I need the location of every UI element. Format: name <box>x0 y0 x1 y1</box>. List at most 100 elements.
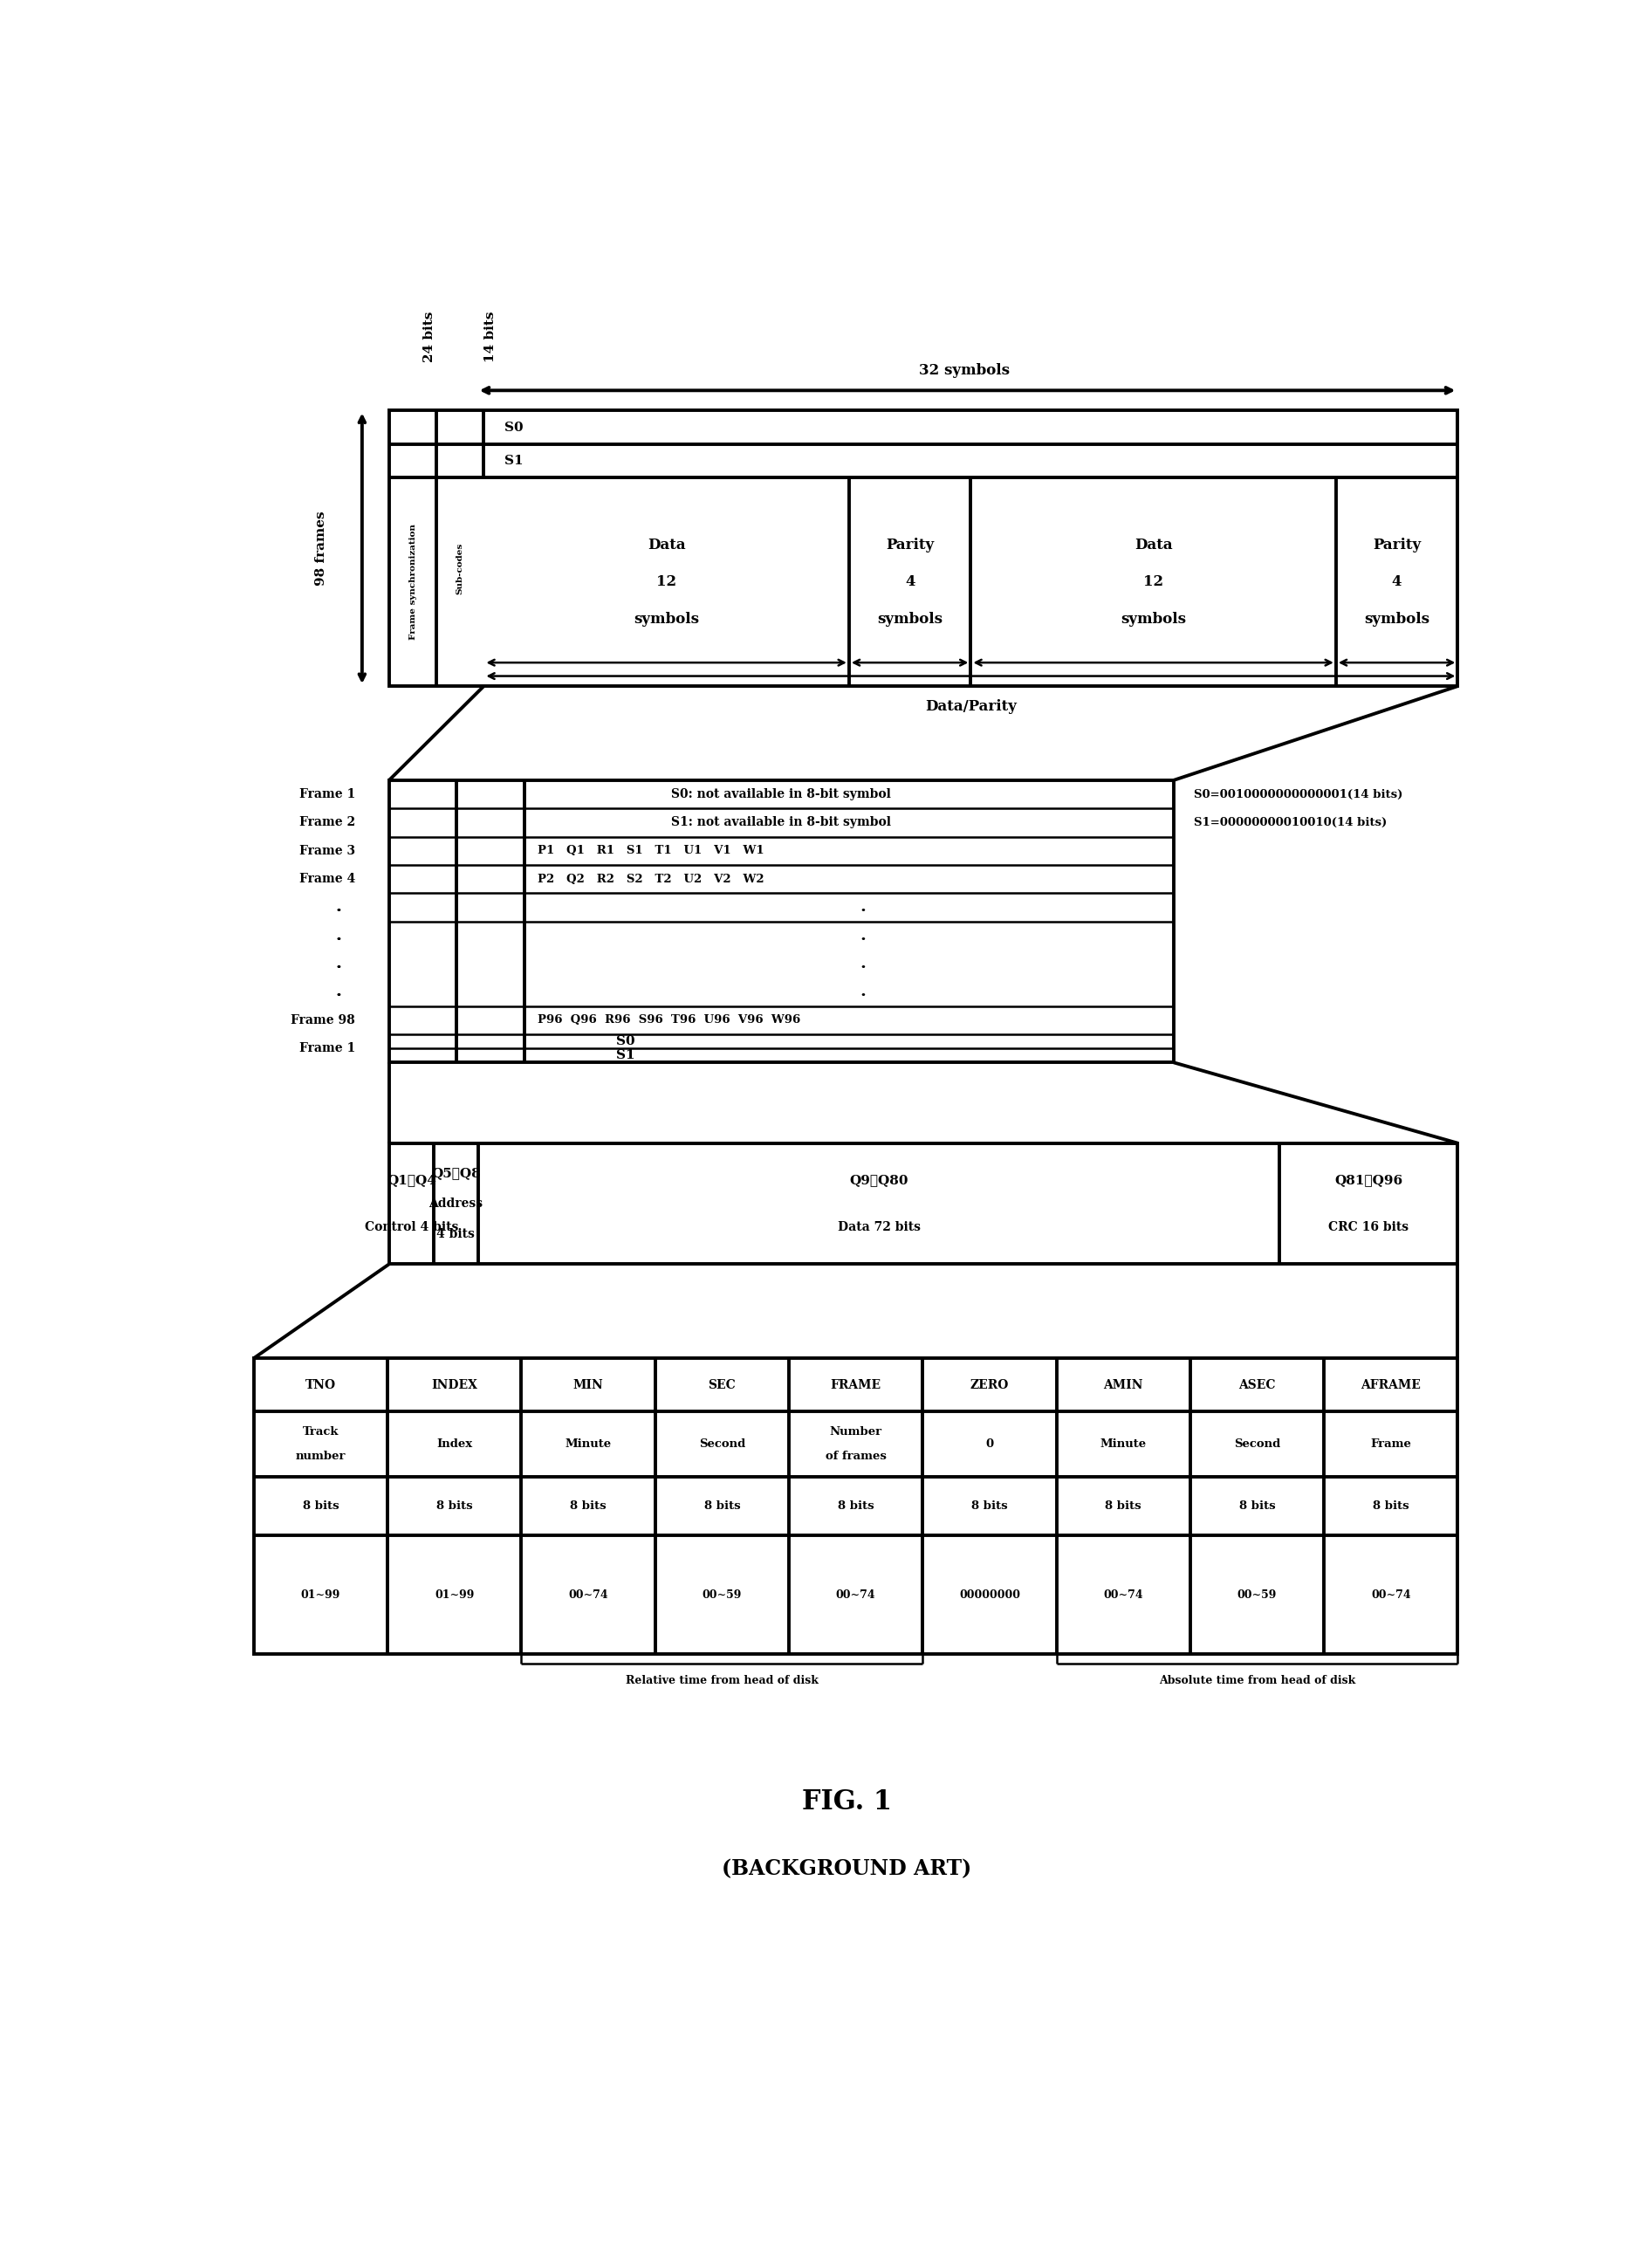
Text: .: . <box>335 900 342 916</box>
Text: 0: 0 <box>986 1438 993 1450</box>
Text: AFRAME: AFRAME <box>1361 1378 1421 1391</box>
Text: 8 bits: 8 bits <box>436 1501 472 1513</box>
Text: 8 bits: 8 bits <box>1105 1501 1142 1513</box>
Text: Control 4 bits: Control 4 bits <box>365 1220 458 1234</box>
Bar <box>390 1144 1457 1265</box>
Text: number: number <box>296 1450 345 1461</box>
Bar <box>254 1357 1457 1654</box>
Text: Sub-codes: Sub-codes <box>456 542 464 594</box>
Text: .: . <box>335 957 342 972</box>
Text: Data: Data <box>1135 538 1173 551</box>
Text: 32 symbols: 32 symbols <box>919 362 1009 378</box>
Text: symbols: symbols <box>877 612 943 626</box>
Text: 24 bits: 24 bits <box>423 311 436 362</box>
Text: 01~99: 01~99 <box>434 1589 474 1600</box>
Text: of frames: of frames <box>826 1450 885 1461</box>
Text: Frame 4: Frame 4 <box>299 873 355 885</box>
Text: 4: 4 <box>905 574 915 590</box>
Text: Track: Track <box>302 1427 339 1438</box>
Text: 98 frames: 98 frames <box>316 511 327 585</box>
Text: 8 bits: 8 bits <box>302 1501 339 1513</box>
Text: .: . <box>859 927 866 943</box>
Text: 00~74: 00~74 <box>1104 1589 1143 1600</box>
Text: Parity: Parity <box>885 538 933 551</box>
Text: Minute: Minute <box>1100 1438 1146 1450</box>
Text: 8 bits: 8 bits <box>971 1501 1008 1513</box>
Text: FIG. 1: FIG. 1 <box>801 1787 892 1814</box>
Text: 00~59: 00~59 <box>1237 1589 1277 1600</box>
Text: S0=0010000000000001(14 bits): S0=0010000000000001(14 bits) <box>1194 788 1403 799</box>
Text: ZERO: ZERO <box>970 1378 1009 1391</box>
Text: 4: 4 <box>1393 574 1403 590</box>
Text: .: . <box>335 900 342 916</box>
Text: P96  Q96  R96  S96  T96  U96  V96  W96: P96 Q96 R96 S96 T96 U96 V96 W96 <box>539 1015 801 1026</box>
Text: Q9〜Q80: Q9〜Q80 <box>849 1175 909 1186</box>
Text: .: . <box>335 984 342 999</box>
Text: 8 bits: 8 bits <box>704 1501 740 1513</box>
Text: 12: 12 <box>1143 574 1163 590</box>
Text: Second: Second <box>1234 1438 1280 1450</box>
Text: symbols: symbols <box>634 612 699 626</box>
Text: S1: S1 <box>504 455 524 468</box>
Text: 12: 12 <box>656 574 677 590</box>
Text: Data 72 bits: Data 72 bits <box>838 1220 920 1234</box>
Text: 00~74: 00~74 <box>1371 1589 1411 1600</box>
Text: S0: not available in 8-bit symbol: S0: not available in 8-bit symbol <box>671 788 892 801</box>
Text: Data: Data <box>648 538 686 551</box>
Text: S1: not available in 8-bit symbol: S1: not available in 8-bit symbol <box>671 817 892 828</box>
Text: Frame 2: Frame 2 <box>299 817 355 828</box>
Text: S1=00000000010010(14 bits): S1=00000000010010(14 bits) <box>1194 817 1388 828</box>
Text: ASEC: ASEC <box>1239 1378 1275 1391</box>
Text: Frame 1: Frame 1 <box>299 788 355 801</box>
Text: TNO: TNO <box>306 1378 335 1391</box>
Text: Absolute time from head of disk: Absolute time from head of disk <box>1158 1675 1355 1686</box>
Text: P2   Q2   R2   S2   T2   U2   V2   W2: P2 Q2 R2 S2 T2 U2 V2 W2 <box>539 873 765 885</box>
Text: .: . <box>335 957 342 972</box>
Text: .: . <box>859 984 866 999</box>
Text: Frame synchronization: Frame synchronization <box>408 524 416 639</box>
Text: Q1〜Q4: Q1〜Q4 <box>387 1175 436 1186</box>
Bar <box>390 781 1173 1062</box>
Text: Frame 1: Frame 1 <box>299 1042 355 1053</box>
Text: P1   Q1   R1   S1   T1   U1   V1   W1: P1 Q1 R1 S1 T1 U1 V1 W1 <box>539 844 765 855</box>
Text: .: . <box>335 927 342 943</box>
Text: Parity: Parity <box>1373 538 1421 551</box>
Text: Frame 98: Frame 98 <box>291 1013 355 1026</box>
Bar <box>390 410 1457 687</box>
Text: 8 bits: 8 bits <box>838 1501 874 1513</box>
Text: AMIN: AMIN <box>1104 1378 1143 1391</box>
Text: 00000000: 00000000 <box>960 1589 1019 1600</box>
Text: CRC 16 bits: CRC 16 bits <box>1328 1220 1409 1234</box>
Text: .: . <box>859 957 866 972</box>
Text: Relative time from head of disk: Relative time from head of disk <box>626 1675 818 1686</box>
Text: (BACKGROUND ART): (BACKGROUND ART) <box>722 1859 971 1880</box>
Text: 00~59: 00~59 <box>702 1589 742 1600</box>
Text: SEC: SEC <box>709 1378 735 1391</box>
Text: Frame: Frame <box>1371 1438 1411 1450</box>
Text: .: . <box>335 927 342 943</box>
Text: INDEX: INDEX <box>431 1378 477 1391</box>
Text: 4 bits: 4 bits <box>436 1227 476 1240</box>
Text: Data/Parity: Data/Parity <box>925 698 1016 714</box>
Text: Q5〜Q8: Q5〜Q8 <box>431 1168 481 1180</box>
Text: Frame 3: Frame 3 <box>299 844 355 858</box>
Text: 00~74: 00~74 <box>568 1589 608 1600</box>
Text: Number: Number <box>829 1427 882 1438</box>
Text: 8 bits: 8 bits <box>570 1501 606 1513</box>
Text: Minute: Minute <box>565 1438 611 1450</box>
Text: Second: Second <box>699 1438 745 1450</box>
Text: FRAME: FRAME <box>831 1378 881 1391</box>
Text: S0: S0 <box>616 1035 636 1047</box>
Text: S1: S1 <box>616 1049 636 1062</box>
Text: symbols: symbols <box>1120 612 1186 626</box>
Text: Address: Address <box>430 1198 482 1209</box>
Text: Index: Index <box>436 1438 472 1450</box>
Text: S0: S0 <box>504 421 524 434</box>
Text: .: . <box>335 984 342 999</box>
Text: 8 bits: 8 bits <box>1239 1501 1275 1513</box>
Text: 00~74: 00~74 <box>836 1589 876 1600</box>
Text: 8 bits: 8 bits <box>1373 1501 1409 1513</box>
Text: symbols: symbols <box>1365 612 1429 626</box>
Text: .: . <box>859 900 866 916</box>
Text: MIN: MIN <box>573 1378 603 1391</box>
